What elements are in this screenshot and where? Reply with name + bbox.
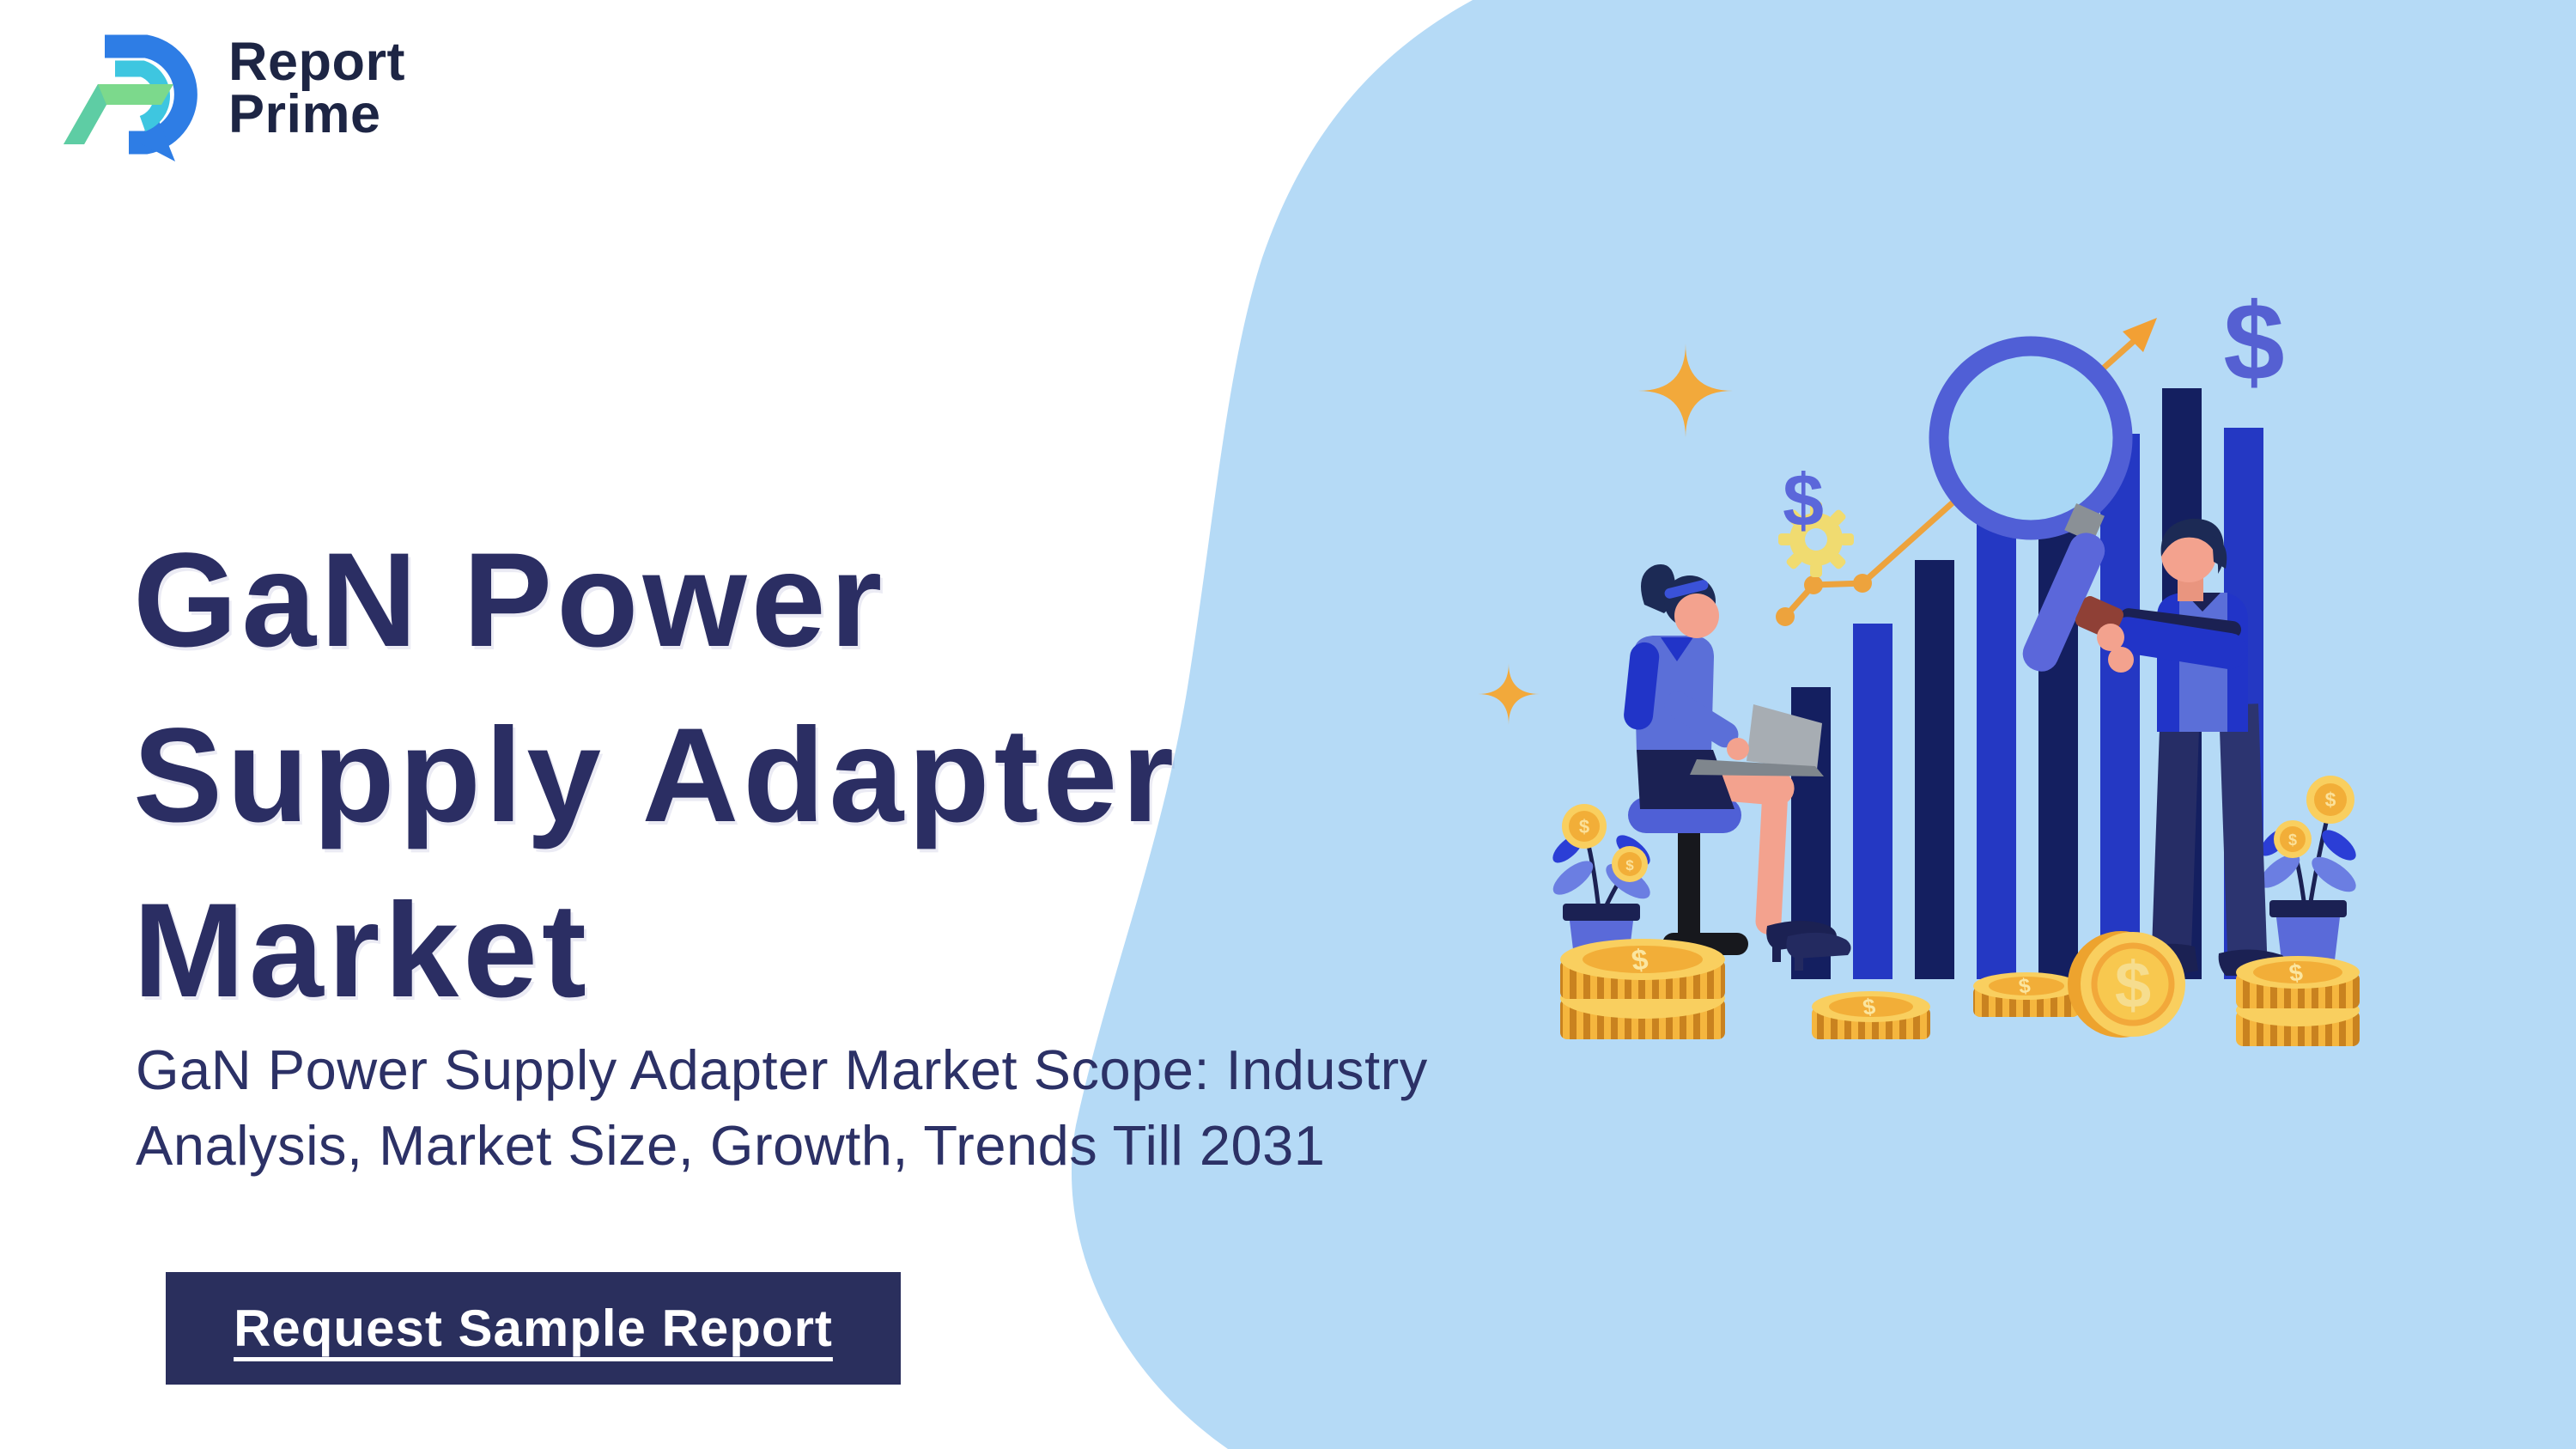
svg-text:$: $ xyxy=(1861,993,1877,1020)
subtitle-line2: Analysis, Market Size, Growth, Trends Ti… xyxy=(136,1114,1326,1177)
svg-text:$: $ xyxy=(2287,959,2305,987)
svg-text:$: $ xyxy=(2288,831,2297,849)
money-plant-icon: $ $ xyxy=(2259,776,2356,977)
logo-line1: Report xyxy=(228,32,405,92)
bar xyxy=(1977,522,2016,979)
magnifier-icon xyxy=(1929,336,2134,673)
sparkle-icon xyxy=(1478,344,1733,725)
dollar-icon: $ xyxy=(1783,460,1824,542)
svg-text:$: $ xyxy=(2115,949,2151,1022)
title-line1: GaN Power xyxy=(133,525,887,675)
svg-text:$: $ xyxy=(2325,788,2336,811)
title-line3: Market xyxy=(133,875,591,1026)
svg-text:$: $ xyxy=(2017,974,2032,999)
coin-stack-icon: $ xyxy=(2236,956,2360,1046)
coin-stack-icon: $ xyxy=(1812,991,1930,1039)
big-coin-icon: $ xyxy=(2068,931,2185,1038)
coin-stack-icon: $ xyxy=(1973,972,2080,1017)
logo-line2: Prime xyxy=(228,84,381,144)
title-line2: Supply Adapter xyxy=(133,700,1178,850)
gear-icon xyxy=(1778,502,1854,577)
dollar-icon: $ xyxy=(2223,281,2284,404)
laptop-icon xyxy=(1690,704,1824,776)
svg-text:$: $ xyxy=(1579,816,1589,837)
man-analyst xyxy=(2109,518,2287,976)
coin-stack-icon: $ xyxy=(1560,939,1725,1039)
bar xyxy=(1853,624,1893,979)
subtitle: GaN Power Supply Adapter Market Scope: I… xyxy=(136,1032,1428,1184)
request-sample-report-button[interactable]: Request Sample Report xyxy=(166,1272,901,1385)
bar xyxy=(2100,434,2140,979)
report-prime-logo-icon xyxy=(64,34,197,161)
subtitle-line1: GaN Power Supply Adapter Market Scope: I… xyxy=(136,1038,1428,1101)
logo-text: Report Prime xyxy=(228,32,405,144)
logo: Report Prime xyxy=(45,14,405,177)
svg-text:$: $ xyxy=(1625,857,1634,874)
woman-analyst xyxy=(1624,563,1851,971)
bar xyxy=(1915,560,1954,979)
page-title: GaN Power Supply Adapter Market xyxy=(133,513,1178,1038)
request-sample-report-label: Request Sample Report xyxy=(234,1300,833,1357)
